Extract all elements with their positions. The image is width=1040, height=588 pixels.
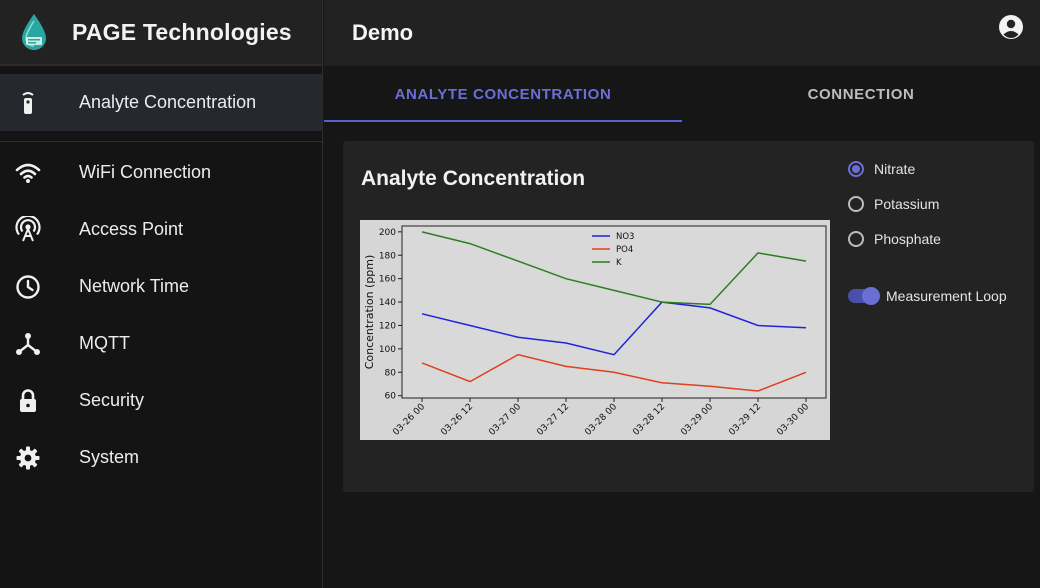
sidebar-item-label: Network Time	[79, 276, 190, 296]
gear-icon	[14, 444, 42, 472]
measurement-loop-toggle[interactable]: Measurement Loop	[848, 287, 1028, 305]
y-tick-label: 180	[379, 251, 396, 261]
account-circle-icon[interactable]	[998, 14, 1024, 40]
legend-label-k: K	[616, 258, 622, 268]
top-app-bar: Demo	[324, 0, 1040, 66]
y-axis: 60 80 100 120 140 160 180 200	[379, 228, 402, 402]
lock-icon	[14, 387, 42, 415]
y-tick-label: 100	[379, 345, 396, 355]
sidebar-item-label: System	[79, 447, 140, 467]
radio-label: Potassium	[874, 195, 940, 212]
tab-bar: ANALYTE CONCENTRATION CONNECTION	[324, 66, 1040, 122]
x-tick-label: 03-29 12	[727, 402, 763, 438]
y-tick-label: 140	[379, 298, 396, 308]
access-point-icon	[14, 215, 42, 244]
sidebar-divider	[0, 141, 322, 142]
y-tick-label: 120	[379, 321, 396, 331]
radio-indicator	[848, 195, 864, 212]
legend-label-no3: NO3	[616, 232, 634, 242]
brand-title: PAGE Technologies	[72, 18, 292, 45]
series-line-k	[421, 231, 807, 306]
x-tick-label: 03-26 12	[439, 402, 475, 438]
page-title: Demo	[352, 20, 414, 45]
x-tick-label: 03-29 00	[679, 402, 715, 438]
clock-icon	[14, 273, 42, 301]
tab-connection[interactable]: CONNECTION	[807, 85, 915, 103]
y-tick-label: 60	[385, 392, 397, 402]
water-drop-logo	[22, 14, 46, 50]
radio-indicator	[848, 160, 864, 177]
series-lines	[421, 231, 807, 392]
x-tick-label: 03-27 00	[487, 402, 523, 438]
y-tick-label: 80	[385, 368, 397, 378]
sidebar: PAGE Technologies Analyte Concentration	[0, 0, 323, 588]
sidebar-item-label: Analyte Concentration	[79, 92, 257, 112]
x-tick-label: 03-28 12	[631, 402, 667, 438]
y-tick-label: 200	[379, 228, 396, 238]
x-tick-label: 03-28 00	[583, 402, 619, 438]
tab-analyte-concentration[interactable]: ANALYTE CONCENTRATION	[324, 66, 682, 122]
sidebar-item-security[interactable]: Security	[0, 372, 322, 429]
sidebar-nav: Analyte Concentration WiFi Connection	[0, 66, 322, 486]
x-tick-label: 03-27 12	[535, 402, 571, 438]
chart-legend: NO3 PO4 K	[592, 232, 634, 268]
sidebar-item-label: WiFi Connection	[79, 162, 212, 182]
sidebar-item-network-time[interactable]: Network Time	[0, 258, 322, 315]
remote-sensor-icon	[14, 89, 42, 117]
y-tick-label: 160	[379, 275, 396, 285]
analyte-options: Nitrate Potassium Phosphate Measurement …	[848, 151, 1028, 305]
brand-header: PAGE Technologies	[0, 0, 322, 66]
wifi-icon	[14, 159, 42, 187]
series-line-po4	[421, 353, 807, 392]
x-tick-label: 03-30 00	[775, 402, 811, 438]
radio-label: Nitrate	[874, 160, 916, 177]
sidebar-item-mqtt[interactable]: MQTT	[0, 315, 322, 372]
hub-icon	[14, 330, 42, 358]
series-line-no3	[421, 301, 807, 356]
sidebar-item-label: Access Point	[79, 219, 184, 239]
sidebar-item-label: Security	[79, 390, 145, 410]
sidebar-item-wifi-connection[interactable]: WiFi Connection	[0, 144, 322, 201]
legend-label-po4: PO4	[616, 245, 633, 255]
sidebar-item-analyte-concentration[interactable]: Analyte Concentration	[0, 74, 322, 131]
concentration-chart: 60 80 100 120 140 160 180 200 03-26 00 03-26 12 0…	[360, 220, 830, 440]
radio-phosphate[interactable]: Phosphate	[848, 221, 1028, 256]
card-title: Analyte Concentration	[361, 167, 586, 190]
radio-nitrate[interactable]: Nitrate	[848, 151, 1028, 186]
analyte-card: Analyte Concentration 60 80 100 120 140 160 18…	[343, 141, 1034, 492]
radio-indicator	[848, 230, 864, 247]
toggle-switch[interactable]	[848, 287, 880, 305]
y-axis-label: Concentration (ppm)	[363, 255, 376, 370]
x-tick-label: 03-26 00	[391, 402, 427, 438]
x-axis: 03-26 00 03-26 12 03-27 00 03-27 12 03-28 00…	[391, 398, 811, 438]
radio-label: Phosphate	[874, 230, 941, 247]
toggle-label: Measurement Loop	[886, 288, 1007, 304]
sidebar-item-label: MQTT	[79, 333, 130, 353]
sidebar-item-system[interactable]: System	[0, 429, 322, 486]
radio-potassium[interactable]: Potassium	[848, 186, 1028, 221]
sidebar-item-access-point[interactable]: Access Point	[0, 201, 322, 258]
